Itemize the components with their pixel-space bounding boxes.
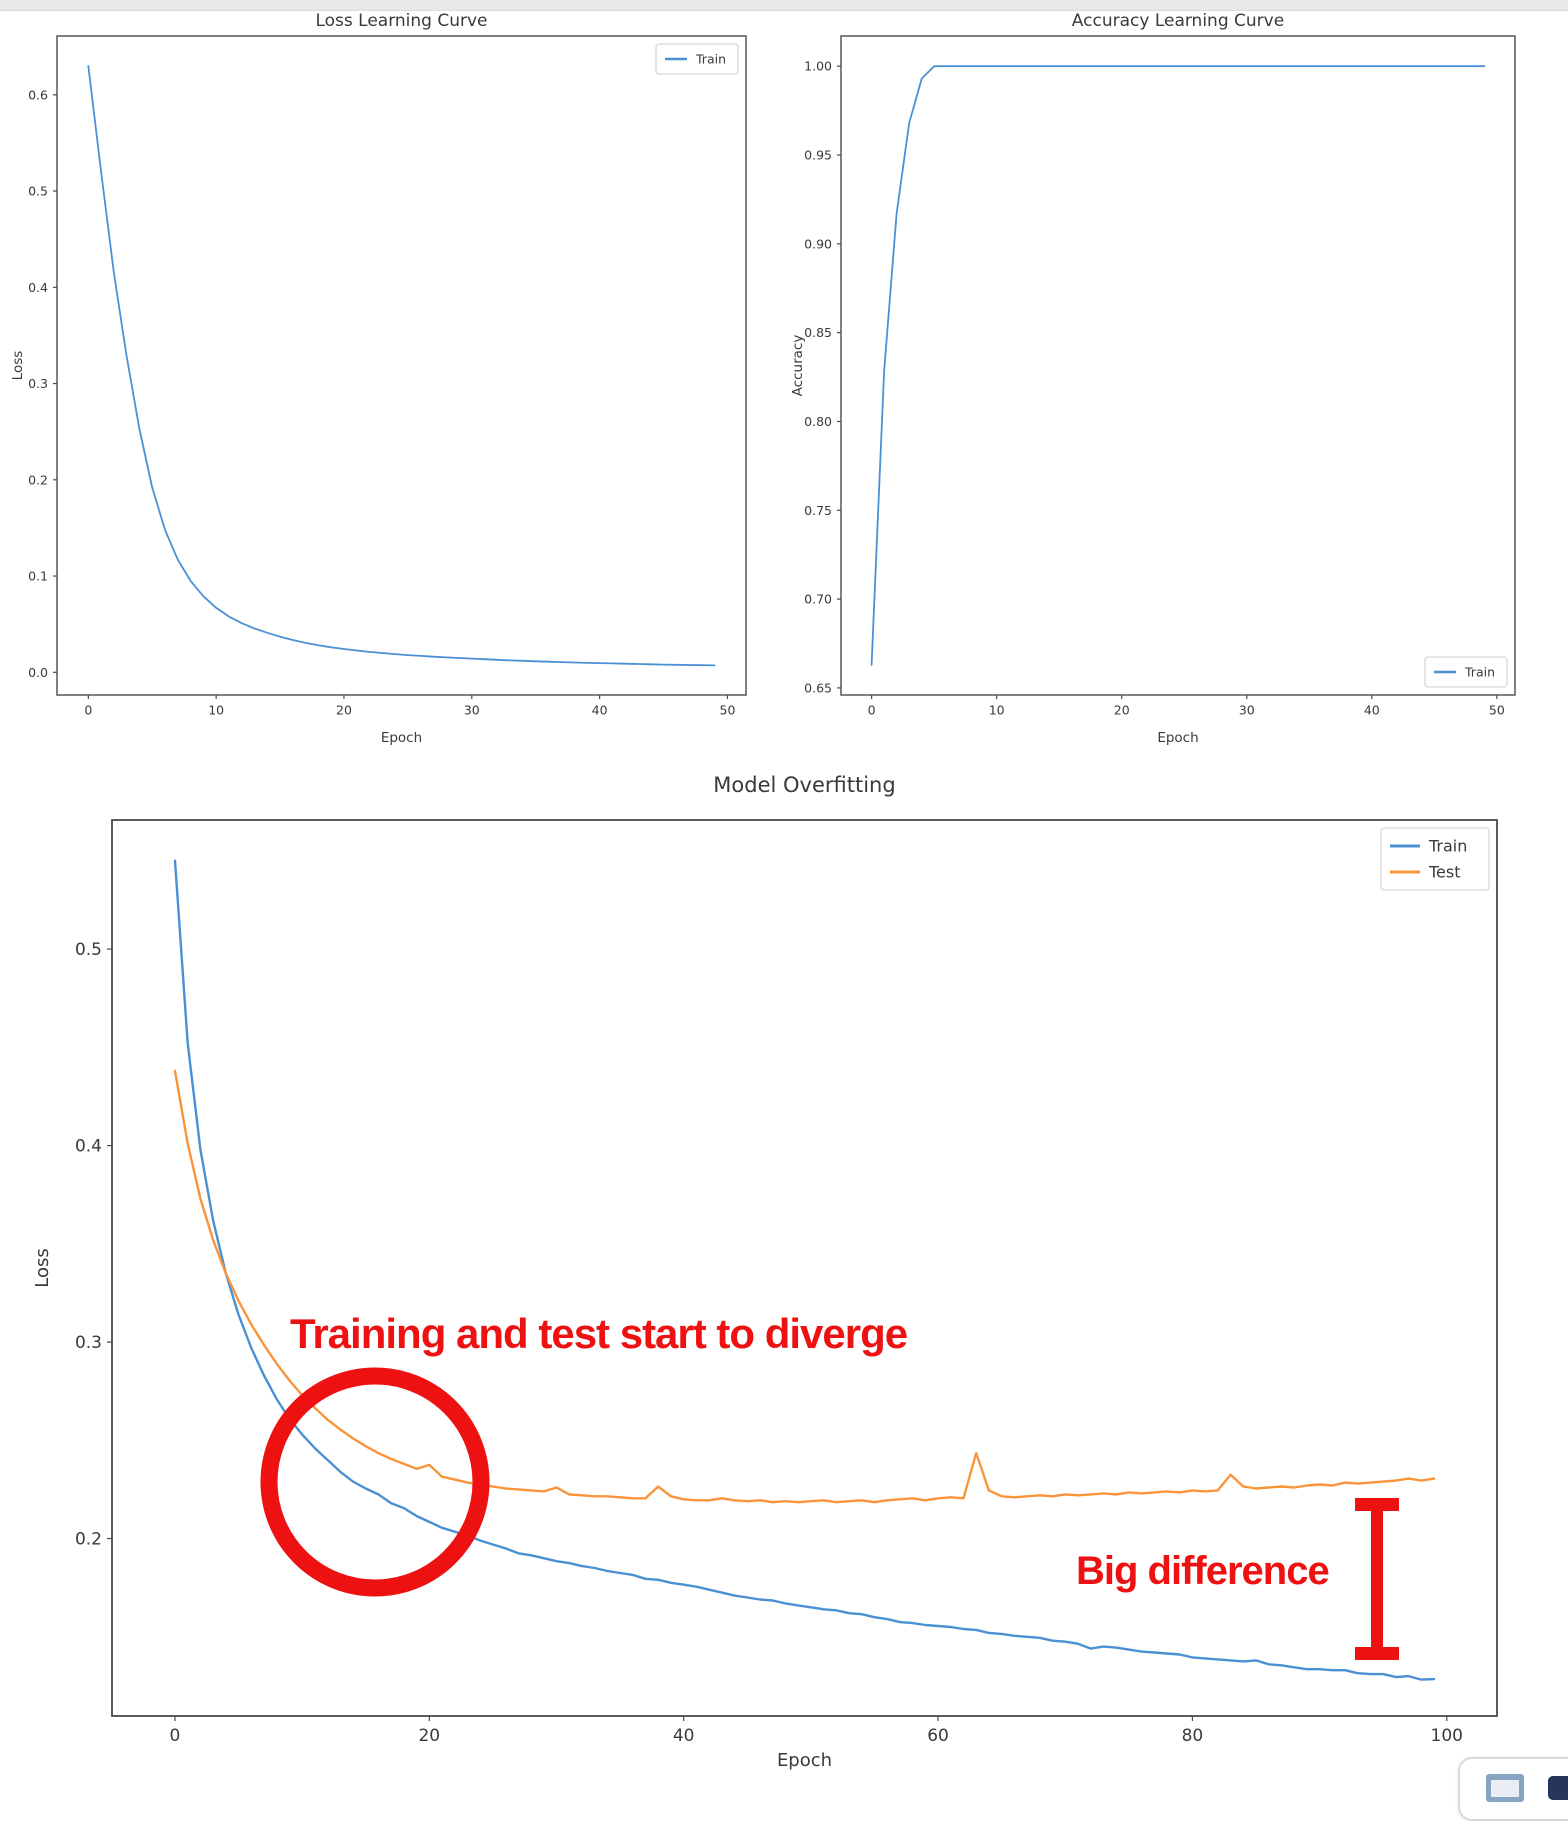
loss-learning-curve-x-tick-label: 20 [336, 703, 352, 718]
loss-learning-curve-y-tick-label: 0.0 [28, 665, 48, 680]
model-overfitting-x-tick-label: 80 [1182, 1726, 1204, 1746]
loss-learning-curve-plot-frame [56, 35, 747, 696]
loss-learning-curve-y-tick-label: 0.2 [28, 472, 48, 487]
model-overfitting-legend-label-test: Test [1428, 863, 1461, 882]
corner-widget-glyph [1548, 1776, 1568, 1800]
annotation-big-difference-text: Big difference [1076, 1549, 1330, 1593]
accuracy-learning-curve-x-tick-label: 10 [989, 703, 1005, 718]
model-overfitting-legend-box [1380, 827, 1490, 891]
model-overfitting-series-test [173, 1069, 1436, 1504]
window-icon [1486, 1774, 1524, 1802]
accuracy-learning-curve-x-tick-label: 30 [1239, 703, 1255, 718]
model-overfitting-x-tick-label: 20 [418, 1726, 440, 1746]
loss-learning-curve-x-tick-label: 10 [208, 703, 224, 718]
loss-learning-curve-ylabel: Loss [10, 351, 26, 381]
window-top-strip [0, 0, 1568, 11]
accuracy-learning-curve-title: Accuracy Learning Curve [1072, 11, 1284, 31]
loss-learning-curve-x-tick-label: 0 [84, 703, 92, 718]
loss-learning-curve-y-tick-label: 0.1 [28, 569, 48, 584]
accuracy-learning-curve-x-tick-label: 40 [1364, 703, 1380, 718]
model-overfitting-legend-label-train: Train [1428, 837, 1467, 856]
accuracy-learning-curve-x-tick-label: 0 [868, 703, 876, 718]
annotation-ibeam-top-cap [1355, 1498, 1399, 1511]
loss-learning-curve-y-tick-label: 0.6 [28, 87, 48, 102]
loss-learning-curve-x-tick-label: 30 [464, 703, 480, 718]
accuracy-learning-curve-xlabel: Epoch [1157, 730, 1198, 746]
accuracy-learning-curve-plot-frame [840, 35, 1516, 696]
loss-learning-curve-y-tick-label: 0.5 [28, 184, 48, 199]
loss-learning-curve-series-train [87, 65, 716, 667]
annotation-diverge-text: Training and test start to diverge [290, 1310, 908, 1357]
accuracy-learning-curve-x-tick-label: 20 [1114, 703, 1130, 718]
loss-learning-curve-y-tick-label: 0.4 [28, 280, 48, 295]
model-overfitting-y-tick-label: 0.4 [75, 1137, 102, 1157]
loss-learning-curve-legend-label-train: Train [695, 51, 726, 66]
model-overfitting-x-tick-label: 100 [1431, 1726, 1463, 1746]
model-overfitting-series-train [173, 859, 1436, 1681]
accuracy-learning-curve-x-tick-label: 50 [1489, 703, 1505, 718]
accuracy-learning-curve-y-tick-label: 0.90 [804, 236, 832, 251]
model-overfitting-xlabel: Epoch [777, 1750, 832, 1771]
accuracy-learning-curve-y-tick-label: 0.65 [804, 680, 832, 695]
accuracy-learning-curve-ylabel: Accuracy [790, 335, 806, 397]
corner-widget-button[interactable] [1458, 1757, 1568, 1821]
accuracy-learning-curve-y-tick-label: 0.70 [804, 592, 832, 607]
model-overfitting-x-tick-label: 40 [673, 1726, 695, 1746]
annotation-ibeam-bottom-cap [1355, 1647, 1399, 1660]
accuracy-learning-curve-y-tick-label: 1.00 [804, 59, 832, 74]
model-overfitting-y-tick-label: 0.5 [75, 940, 102, 960]
model-overfitting-title: Model Overfitting [713, 773, 895, 797]
loss-learning-curve-title: Loss Learning Curve [315, 11, 487, 31]
annotation-ibeam-bar [1371, 1498, 1383, 1660]
annotation-diverge-circle [260, 1367, 490, 1597]
model-overfitting-plot-frame [111, 819, 1498, 1717]
accuracy-learning-curve-y-tick-label: 0.95 [804, 148, 832, 163]
loss-learning-curve-xlabel: Epoch [381, 730, 422, 746]
loss-learning-curve-x-tick-label: 50 [720, 703, 736, 718]
loss-learning-curve-y-tick-label: 0.3 [28, 376, 48, 391]
accuracy-learning-curve-y-tick-label: 0.75 [804, 503, 832, 518]
accuracy-learning-curve-legend-label-train: Train [1464, 664, 1495, 679]
model-overfitting-y-tick-label: 0.2 [75, 1530, 102, 1550]
model-overfitting-x-tick-label: 60 [927, 1726, 949, 1746]
model-overfitting-ylabel: Loss [32, 1248, 53, 1287]
accuracy-learning-curve-series-train [870, 65, 1486, 666]
model-overfitting-y-tick-label: 0.3 [75, 1333, 102, 1353]
loss-learning-curve-legend-box [655, 43, 739, 75]
model-overfitting-x-tick-label: 0 [170, 1726, 181, 1746]
loss-learning-curve-x-tick-label: 40 [592, 703, 608, 718]
accuracy-learning-curve-y-tick-label: 0.80 [804, 414, 832, 429]
accuracy-learning-curve-y-tick-label: 0.85 [804, 325, 832, 340]
accuracy-learning-curve-legend-box [1424, 656, 1508, 688]
